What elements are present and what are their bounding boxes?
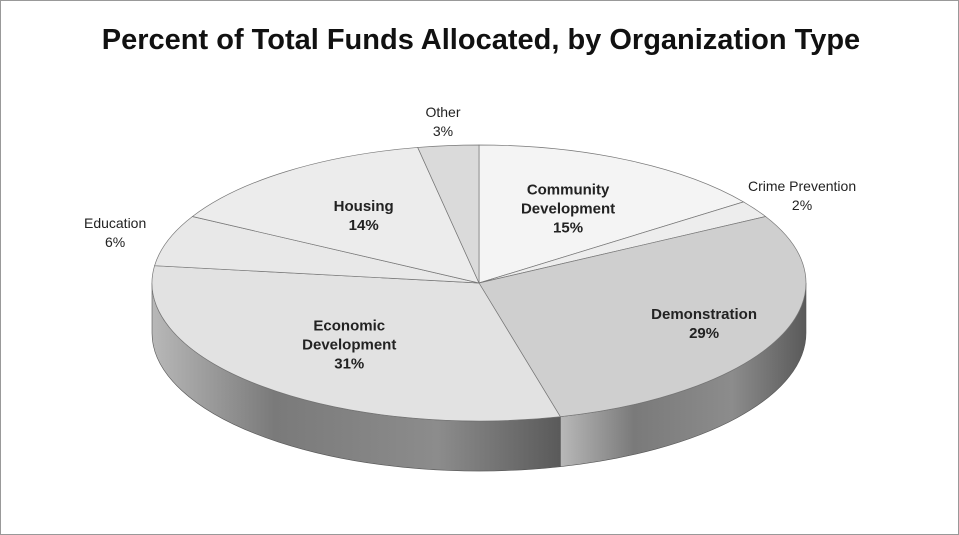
slice (151, 265, 561, 422)
data-label: Housing 14% (334, 197, 394, 235)
data-label: Demonstration 29% (651, 305, 757, 343)
data-label: Crime Prevention 2% (748, 177, 856, 215)
slice (417, 144, 480, 284)
label-name: Crime Prevention (747, 178, 857, 195)
label-name: Housing (333, 198, 394, 215)
label-name: Other (425, 104, 461, 121)
label-value: 14% (348, 217, 379, 234)
label-value: 6% (105, 234, 126, 251)
label-value: 2% (791, 197, 813, 214)
data-label: Community Development 15% (503, 181, 633, 238)
data-label: Economic Development 31% (284, 317, 414, 374)
label-value: 31% (334, 355, 365, 373)
slice (478, 216, 807, 418)
label-name: Demonstration (651, 306, 757, 324)
data-label: Other 3% (425, 103, 460, 141)
label-value: 29% (689, 325, 720, 343)
label-name: Community Development (520, 181, 616, 218)
label-value: 3% (432, 123, 454, 140)
slice (191, 147, 480, 284)
chart-title: Percent of Total Funds Allocated, by Org… (101, 24, 861, 56)
label-name: Education (83, 215, 147, 232)
label-name: Economic Development (302, 317, 397, 354)
slice (154, 216, 480, 284)
data-label: Education 6% (84, 214, 146, 252)
slice (478, 144, 745, 284)
label-value: 15% (553, 219, 584, 237)
